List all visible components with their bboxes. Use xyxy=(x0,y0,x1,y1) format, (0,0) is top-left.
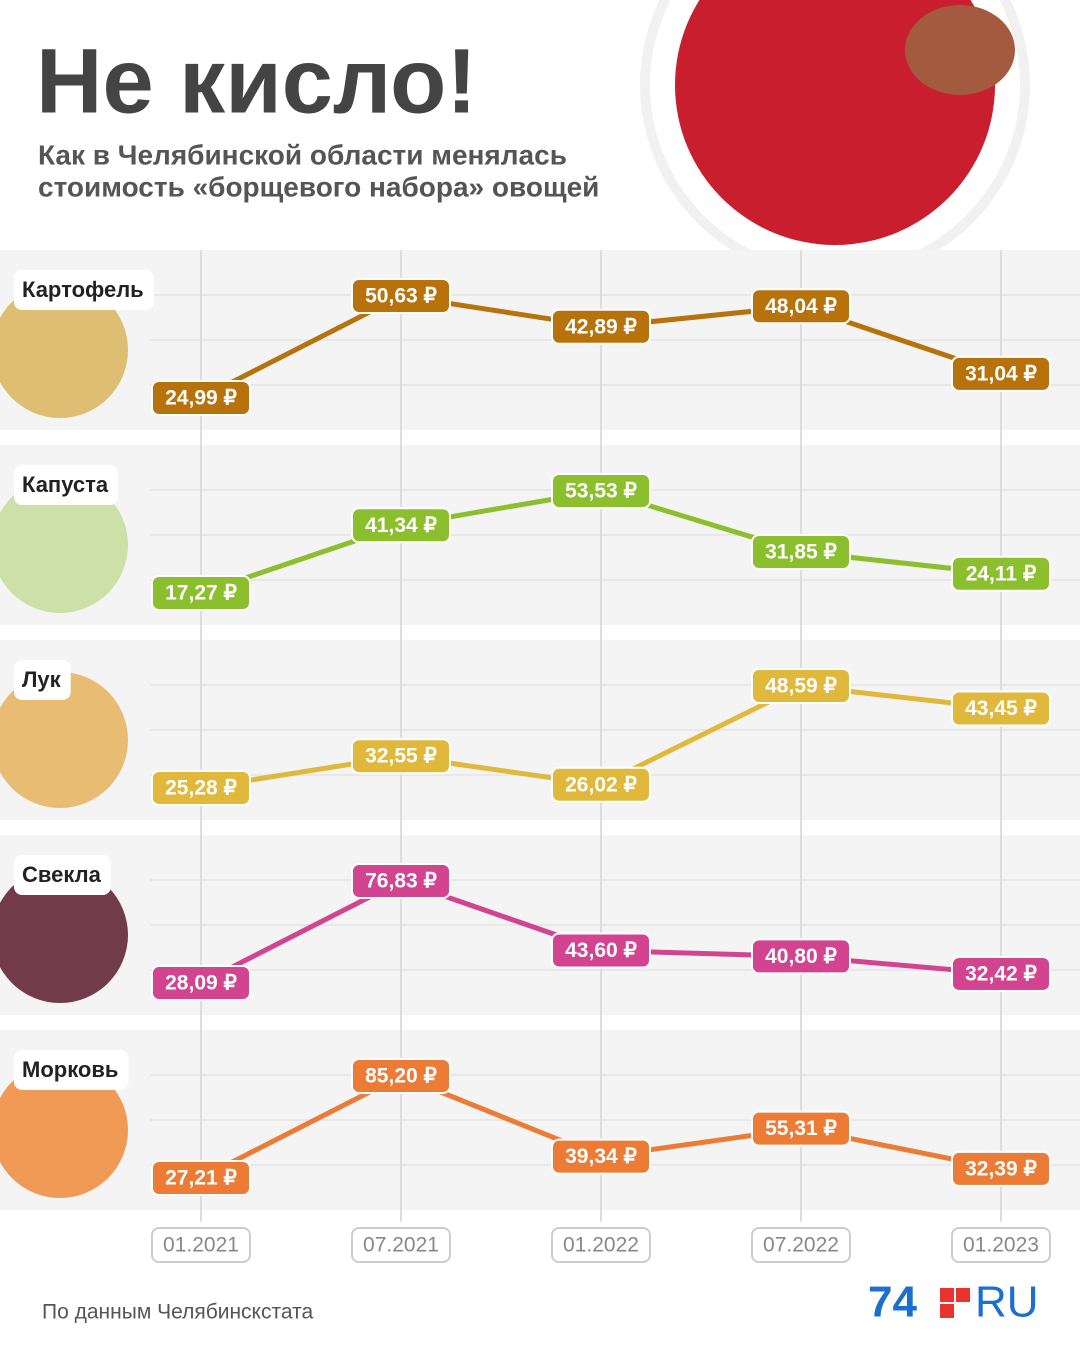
data-point xyxy=(351,278,451,314)
series-label-box xyxy=(14,855,111,895)
data-point xyxy=(351,507,451,544)
subtitle: стоимость «борщевого набора» овощей xyxy=(38,171,599,202)
data-label: 85,20 ₽ xyxy=(365,1065,437,1088)
data-point xyxy=(951,1150,1051,1187)
data-point xyxy=(751,1110,851,1147)
data-point xyxy=(751,288,851,325)
x-tick-label: 01.2021 xyxy=(163,1234,239,1257)
logo: 74 xyxy=(868,1278,917,1327)
subtitle: Как в Челябинской области менялась xyxy=(38,139,567,170)
data-label: 17,27 ₽ xyxy=(165,582,237,605)
data-point xyxy=(351,863,451,899)
data-label: 27,21 ₽ xyxy=(165,1167,237,1190)
series-label: Свекла xyxy=(22,862,102,887)
data-label: 26,02 ₽ xyxy=(565,773,637,796)
source: По данным Челябинскстата xyxy=(42,1301,313,1324)
data-label: 32,39 ₽ xyxy=(965,1157,1037,1180)
x-tick-label: 01.2022 xyxy=(563,1234,639,1257)
series-label-box xyxy=(14,660,71,700)
data-label: 48,59 ₽ xyxy=(765,675,837,698)
data-point xyxy=(151,380,251,416)
data-point xyxy=(751,533,851,570)
data-point xyxy=(551,1138,651,1175)
series-label-box xyxy=(14,270,154,310)
series-label: Капуста xyxy=(22,472,109,497)
series-label: Морковь xyxy=(22,1057,118,1082)
data-point xyxy=(551,766,651,803)
data-label: 32,55 ₽ xyxy=(365,745,437,768)
data-label: 39,34 ₽ xyxy=(565,1145,637,1168)
data-point xyxy=(151,965,251,1001)
data-label: 31,85 ₽ xyxy=(765,541,837,564)
x-tick-label: 07.2022 xyxy=(763,1234,839,1257)
logo-square xyxy=(940,1288,954,1302)
x-tick-box xyxy=(151,1227,251,1263)
vegetable-image xyxy=(0,282,128,418)
meat xyxy=(905,5,1015,95)
series-label-box xyxy=(14,1050,129,1090)
series-label-box xyxy=(14,465,119,505)
data-point xyxy=(951,355,1051,392)
logo-square xyxy=(940,1304,954,1318)
title: Не кисло! xyxy=(36,30,477,132)
data-point xyxy=(351,738,451,775)
x-tick-box xyxy=(551,1227,651,1263)
data-label: 24,99 ₽ xyxy=(165,387,237,410)
x-tick-label: 01.2023 xyxy=(963,1234,1039,1257)
data-label: 25,28 ₽ xyxy=(165,777,237,800)
data-point xyxy=(151,770,251,806)
data-label: 50,63 ₽ xyxy=(365,285,437,308)
series-label: Лук xyxy=(22,667,62,692)
data-point xyxy=(951,555,1051,592)
logo: RU xyxy=(975,1278,1039,1327)
vegetable-image xyxy=(0,672,128,808)
x-tick-box xyxy=(751,1227,851,1263)
x-tick-label: 07.2021 xyxy=(363,1234,439,1257)
data-point xyxy=(151,1160,251,1196)
data-point xyxy=(351,1058,451,1094)
data-label: 43,60 ₽ xyxy=(565,939,637,962)
data-label: 41,34 ₽ xyxy=(365,514,437,537)
data-label: 28,09 ₽ xyxy=(165,972,237,995)
data-point xyxy=(951,690,1051,727)
data-label: 42,89 ₽ xyxy=(565,315,637,338)
data-label: 76,83 ₽ xyxy=(365,870,437,893)
vegetable-image xyxy=(0,1062,128,1198)
data-label: 48,04 ₽ xyxy=(765,295,837,318)
chart: Картофель 24,99 ₽ 50,63 ₽ 42,89 ₽ 48,04 ₽ 31,… xyxy=(0,250,1080,1263)
x-tick-box xyxy=(951,1227,1051,1263)
data-point xyxy=(751,668,851,704)
data-point xyxy=(551,932,651,969)
vegetable-image xyxy=(0,867,128,1003)
data-point xyxy=(551,308,651,345)
data-label: 43,45 ₽ xyxy=(965,697,1037,720)
data-point xyxy=(151,575,251,611)
data-label: 55,31 ₽ xyxy=(765,1117,837,1140)
x-tick-box xyxy=(351,1227,451,1263)
data-label: 31,04 ₽ xyxy=(965,362,1037,385)
data-label: 40,80 ₽ xyxy=(765,945,837,968)
data-label: 53,53 ₽ xyxy=(565,480,637,503)
data-label: 24,11 ₽ xyxy=(966,562,1037,585)
vegetable-image xyxy=(0,477,128,613)
logo-square xyxy=(956,1288,970,1302)
data-point xyxy=(951,955,1051,992)
data-point xyxy=(551,473,651,509)
data-label: 32,42 ₽ xyxy=(965,962,1037,985)
series-label: Картофель xyxy=(22,277,144,302)
data-point xyxy=(751,938,851,975)
